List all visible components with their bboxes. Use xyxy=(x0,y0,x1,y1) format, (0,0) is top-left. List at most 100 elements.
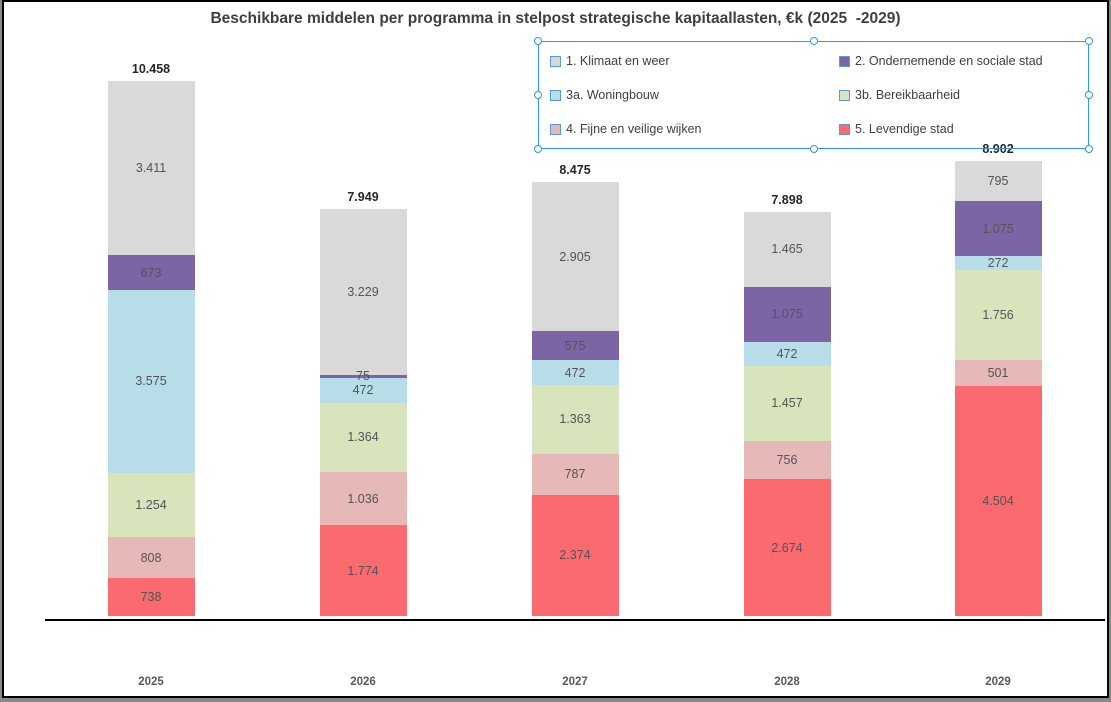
bar-segment[interactable]: 3.229 xyxy=(319,209,407,375)
bar-segment[interactable]: 575 xyxy=(531,331,619,361)
legend[interactable]: 1. Klimaat en weer 2. Ondernemende en soc… xyxy=(534,37,1093,153)
plot-area: 738 808 1.254 3.575 673 3.411 10.458 2025 1.774 1… xyxy=(4,2,1107,696)
total-label: 7.898 xyxy=(771,192,803,207)
bar-segment[interactable]: 1.364 xyxy=(319,402,407,473)
segment-label: 575 xyxy=(564,338,586,353)
bar-segment[interactable]: 2.674 xyxy=(743,479,831,616)
segment-label: 472 xyxy=(352,383,374,398)
selection-handle-bottom-right[interactable] xyxy=(1085,145,1093,153)
selection-handle-middle-right[interactable] xyxy=(1085,91,1093,99)
chart-title: Beschikbare middelen per programma in st… xyxy=(210,10,901,27)
legend-label: 4. Fijne en veilige wijken xyxy=(566,122,702,136)
legend-label: 2. Ondernemende en sociale stad xyxy=(855,54,1043,68)
selection-handle-top-left[interactable] xyxy=(534,37,542,45)
legend-item[interactable]: 3b. Bereikbaarheid xyxy=(839,88,1088,102)
legend-item[interactable]: 5. Levendige stad xyxy=(839,122,1088,136)
segment-label: 3.575 xyxy=(135,374,167,389)
segment-label: 1.075 xyxy=(982,221,1014,236)
segment-label: 2.674 xyxy=(771,540,803,555)
bar-segment[interactable]: 1.036 xyxy=(319,472,407,526)
segment-label: 2.905 xyxy=(559,249,591,264)
legend-swatch-icon xyxy=(839,123,850,135)
bar-segment[interactable]: 1.254 xyxy=(107,472,195,537)
bar-segment[interactable]: 472 xyxy=(319,378,407,403)
segment-label: 738 xyxy=(140,590,162,605)
segment-label: 787 xyxy=(564,467,586,482)
category-label-2029: 2029 xyxy=(985,676,1011,688)
selection-handle-bottom-left[interactable] xyxy=(534,145,542,153)
segment-label: 1.457 xyxy=(771,396,803,411)
bar-segment[interactable]: 1.075 xyxy=(954,201,1042,257)
segment-label: 3.229 xyxy=(347,284,379,299)
bar-2029[interactable]: 4.504 501 1.756 272 1.075 795 xyxy=(954,160,1042,616)
bar-2025[interactable]: 738 808 1.254 3.575 673 3.411 xyxy=(107,81,195,616)
bar-segment[interactable]: 472 xyxy=(531,360,619,385)
legend-item[interactable]: 4. Fijne en veilige wijken xyxy=(550,122,839,136)
segment-label: 75 xyxy=(356,369,370,384)
selection-handle-top-middle[interactable] xyxy=(809,37,818,45)
bar-segment[interactable]: 75 xyxy=(319,369,407,383)
segment-label: 3.411 xyxy=(135,161,167,176)
bar-segment[interactable]: 787 xyxy=(531,454,619,495)
bar-2028[interactable]: 2.674 756 1.457 472 1.075 1.465 xyxy=(743,211,831,616)
bar-segment[interactable]: 1.756 xyxy=(954,270,1042,360)
total-label: 8.475 xyxy=(559,163,591,178)
bar-segment[interactable]: 1.774 xyxy=(319,525,407,616)
total-label: 10.458 xyxy=(131,61,171,76)
bar-2027[interactable]: 2.374 787 1.363 472 575 2.905 xyxy=(531,182,619,616)
segment-label: 1.254 xyxy=(135,497,167,512)
segment-label: 1.363 xyxy=(559,412,591,427)
segment-label: 472 xyxy=(564,365,586,380)
bar-segment[interactable]: 738 xyxy=(107,578,195,616)
segment-label: 795 xyxy=(987,173,1009,188)
selection-handle-top-right[interactable] xyxy=(1085,37,1093,45)
segment-label: 1.075 xyxy=(771,307,803,322)
bar-segment[interactable]: 673 xyxy=(107,255,195,290)
legend-grid: 1. Klimaat en weer 2. Ondernemende en soc… xyxy=(539,42,1088,148)
segment-label: 1.364 xyxy=(347,430,379,445)
bar-segment[interactable]: 472 xyxy=(743,341,831,367)
segment-label: 756 xyxy=(776,452,798,467)
segment-label: 1.774 xyxy=(347,563,379,578)
total-label: 7.949 xyxy=(347,190,379,205)
bar-segment[interactable]: 808 xyxy=(107,536,195,579)
selection-handle-middle-left[interactable] xyxy=(534,91,542,99)
legend-item[interactable]: 1. Klimaat en weer xyxy=(550,54,839,68)
bar-segment[interactable]: 272 xyxy=(954,256,1042,271)
legend-label: 1. Klimaat en weer xyxy=(566,54,670,68)
bar-segment[interactable]: 3.411 xyxy=(107,81,195,256)
segment-label: 673 xyxy=(140,265,162,280)
legend-item[interactable]: 3a. Woningbouw xyxy=(550,88,839,102)
segment-label: 1.036 xyxy=(347,491,379,506)
legend-swatch-icon xyxy=(839,55,850,67)
legend-swatch-icon xyxy=(550,89,561,101)
segment-label: 1.465 xyxy=(771,242,803,257)
legend-swatch-icon xyxy=(550,123,561,135)
bar-segment[interactable]: 795 xyxy=(954,160,1042,202)
segment-label: 1.756 xyxy=(982,308,1014,323)
category-label-2026: 2026 xyxy=(350,676,376,688)
segment-label: 808 xyxy=(140,550,162,565)
bar-segment[interactable]: 2.905 xyxy=(531,182,619,332)
legend-label: 3a. Woningbouw xyxy=(566,88,659,102)
bar-segment[interactable]: 2.374 xyxy=(531,494,619,616)
segment-label: 4.504 xyxy=(982,493,1014,508)
legend-item[interactable]: 2. Ondernemende en sociale stad xyxy=(839,54,1088,68)
bar-segment[interactable]: 501 xyxy=(954,359,1042,386)
bar-segment[interactable]: 1.465 xyxy=(743,211,831,287)
selection-handle-bottom-middle[interactable] xyxy=(809,145,818,153)
bar-segment[interactable]: 3.575 xyxy=(107,289,195,473)
segment-label: 472 xyxy=(776,346,798,361)
bar-segment[interactable]: 4.504 xyxy=(954,385,1042,616)
category-label-2027: 2027 xyxy=(562,676,588,688)
bar-segment[interactable]: 1.457 xyxy=(743,366,831,441)
legend-swatch-icon xyxy=(550,55,561,67)
bar-segment[interactable]: 1.075 xyxy=(743,286,831,342)
legend-swatch-icon xyxy=(839,89,850,101)
bar-2026[interactable]: 1.774 1.036 1.364 472 75 3.229 xyxy=(319,209,407,616)
bar-segment[interactable]: 756 xyxy=(743,440,831,480)
segment-label: 272 xyxy=(987,256,1009,271)
bar-segment[interactable]: 1.363 xyxy=(531,384,619,455)
segment-label: 501 xyxy=(987,365,1009,380)
